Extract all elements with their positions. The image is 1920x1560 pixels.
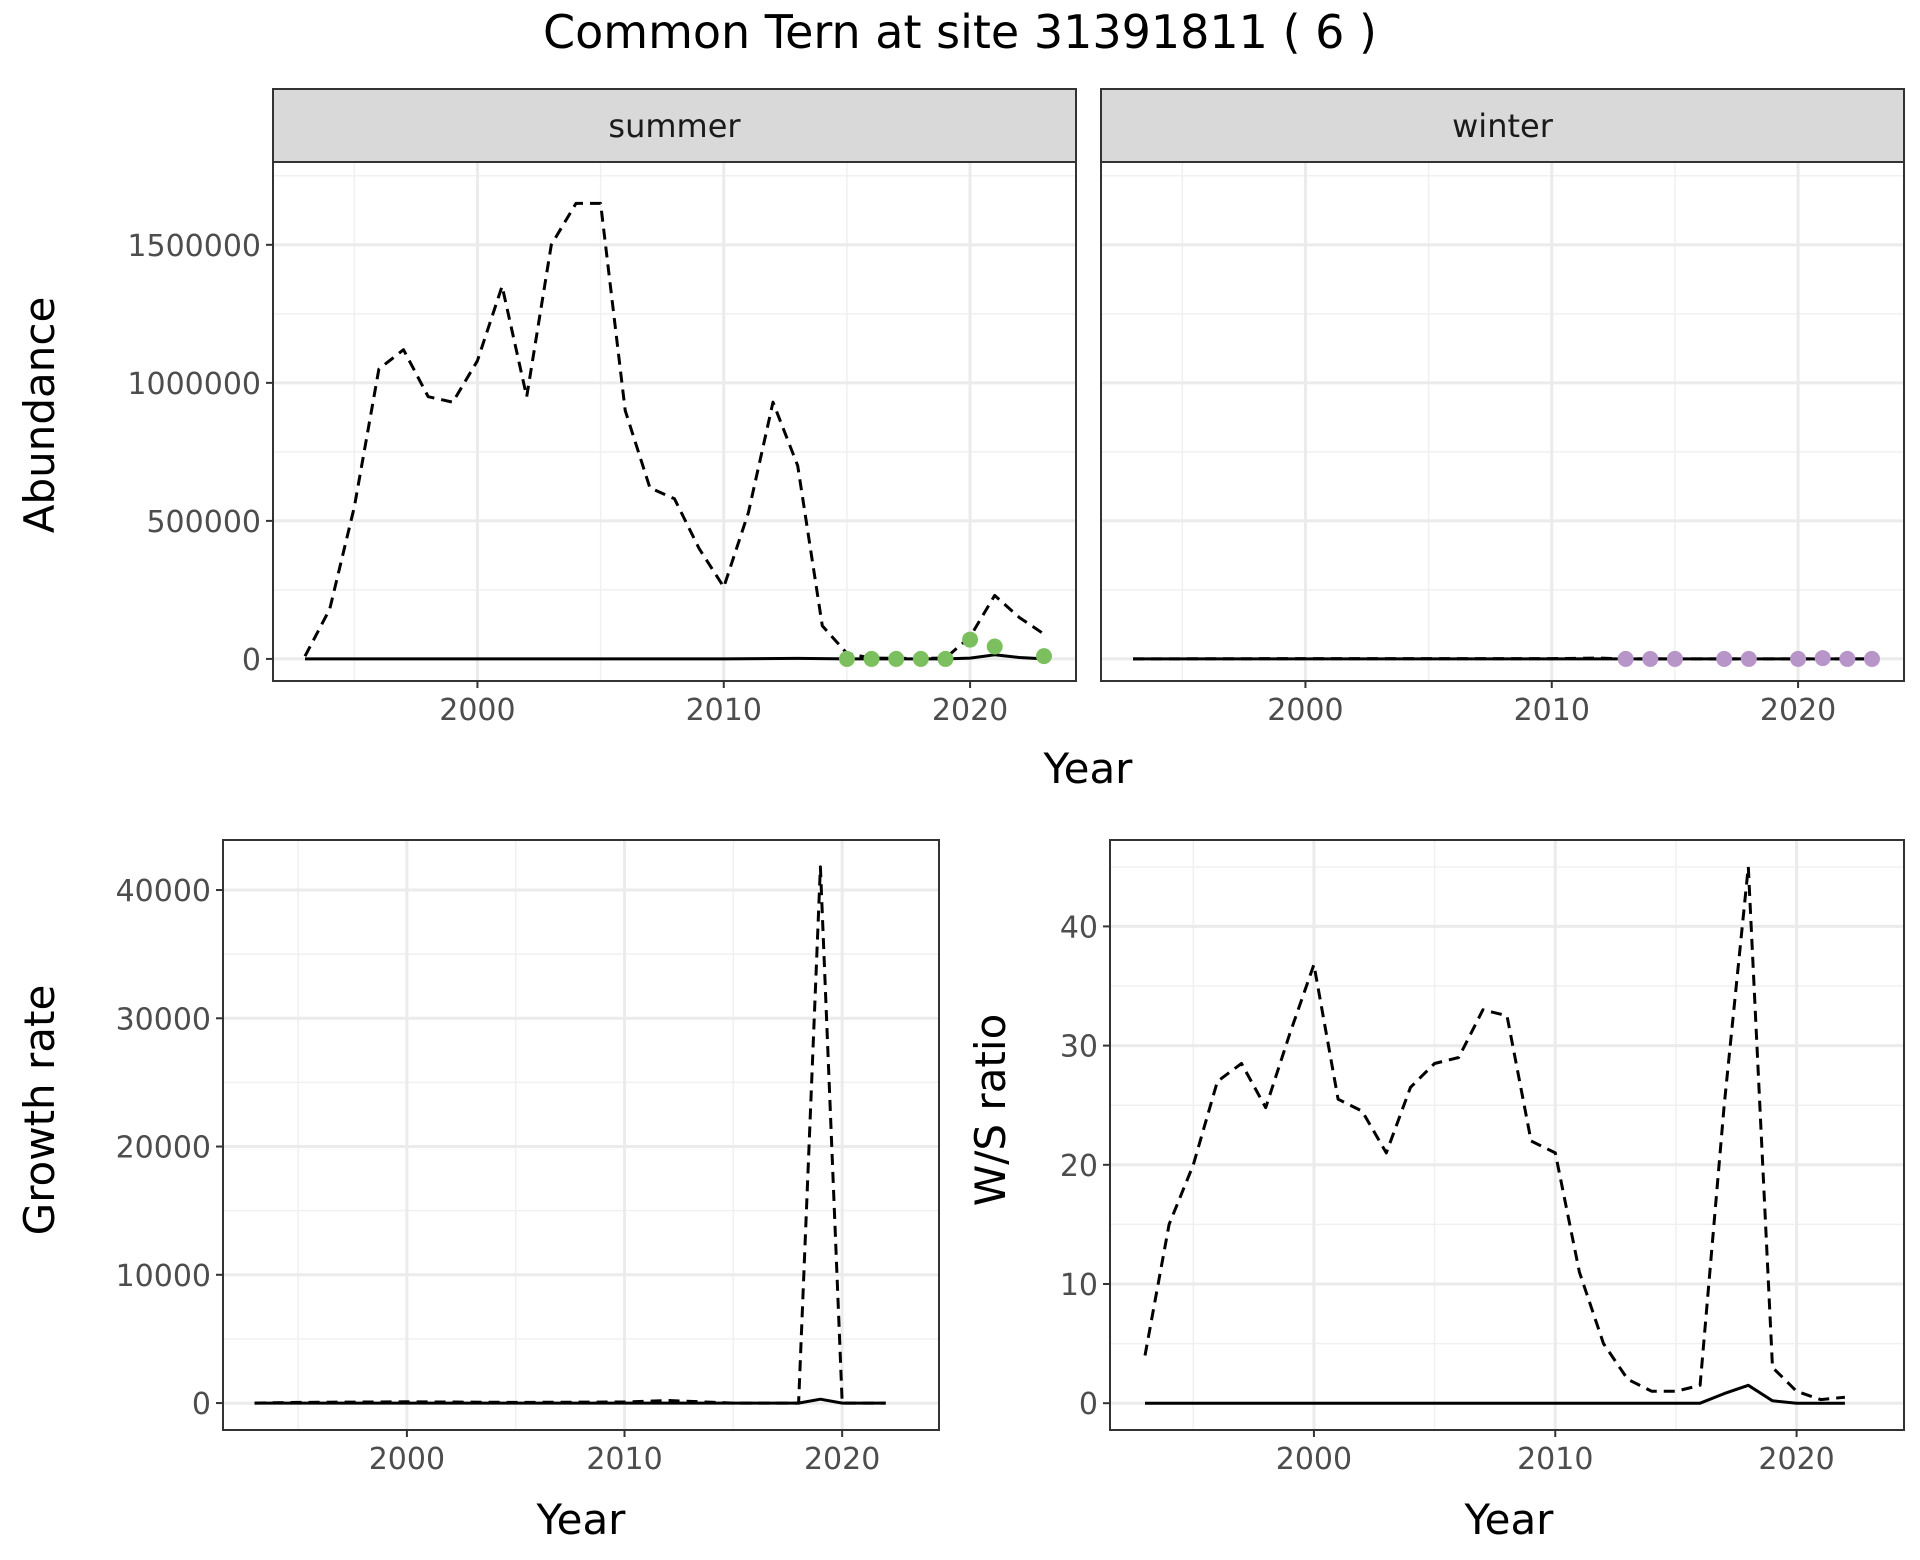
data-point xyxy=(1790,650,1807,667)
data-point xyxy=(1642,650,1659,667)
y-tick-label: 40000 xyxy=(116,874,211,909)
strip-winter xyxy=(1100,88,1905,163)
y-tick-label: 1500000 xyxy=(127,229,261,264)
x-tick-label: 2020 xyxy=(1758,1442,1834,1477)
data-point xyxy=(1863,650,1880,667)
x-tick-label: 2000 xyxy=(1276,1442,1352,1477)
y-tick-label: 0 xyxy=(242,643,261,678)
panel-border xyxy=(1100,161,1905,682)
strip-summer xyxy=(272,88,1077,163)
panel-ws-ratio: 2000 2010 2020 0 10 20 30 40 xyxy=(1060,839,1905,1477)
ws-y-axis-title: W/S ratio xyxy=(966,1014,1015,1207)
plot-area-abundance-summer: 2000 2010 2020 0 500000 1000000 1500000 xyxy=(127,161,1077,728)
data-point xyxy=(838,650,855,667)
strip-label-summer: summer xyxy=(608,107,741,145)
y-tick-label: 0 xyxy=(1079,1387,1098,1422)
x-tick-label: 2010 xyxy=(1517,1442,1593,1477)
panel-background xyxy=(223,840,939,1430)
y-tick-label: 10000 xyxy=(116,1259,211,1294)
x-tick-label: 2020 xyxy=(1760,693,1836,728)
y-tick-label: 500000 xyxy=(146,505,261,540)
figure-title: Common Tern at site 31391811 ( 6 ) xyxy=(543,5,1377,59)
data-point xyxy=(1814,650,1831,667)
y-tick-label: 10 xyxy=(1060,1268,1098,1303)
data-point xyxy=(1839,650,1856,667)
data-point xyxy=(937,650,954,667)
abundance-x-axis-title: Year xyxy=(1043,744,1134,793)
x-tick-label: 2010 xyxy=(1514,693,1590,728)
y-tick-label: 20 xyxy=(1060,1149,1098,1184)
data-point xyxy=(1716,650,1733,667)
dashed-series-line xyxy=(1143,865,1846,1402)
solid-series-line xyxy=(1145,1383,1845,1405)
x-tick-label: 2010 xyxy=(586,1442,662,1477)
panel-border xyxy=(272,161,1077,682)
plot-area-growth-rate: 2000 2010 2020 0 10000 20000 30000 40000 xyxy=(116,839,940,1477)
panel-background xyxy=(1101,162,1904,681)
data-point xyxy=(1666,650,1683,667)
data-point xyxy=(986,638,1003,655)
panel-abundance-summer: summer 2000 2010 2020 0 500000 1000000 1500000 xyxy=(127,88,1077,728)
data-point xyxy=(863,650,880,667)
x-tick-label: 2010 xyxy=(686,693,762,728)
y-tick-label: 30 xyxy=(1060,1030,1098,1065)
data-point xyxy=(962,631,979,648)
growth-y-axis-title: Growth rate xyxy=(15,985,64,1236)
x-tick-label: 2020 xyxy=(932,693,1008,728)
data-point xyxy=(912,650,929,667)
panel-border xyxy=(222,839,940,1431)
y-tick-label: 0 xyxy=(192,1387,211,1422)
y-tick-label: 40 xyxy=(1060,910,1098,945)
panel-background xyxy=(1110,840,1904,1430)
panel-abundance-winter: winter 2000 2010 2020 xyxy=(1100,88,1905,728)
panel-background xyxy=(273,162,1076,681)
plot-area-abundance-winter: 2000 2010 2020 xyxy=(1100,161,1905,728)
x-tick-label: 2020 xyxy=(804,1442,880,1477)
x-tick-label: 2000 xyxy=(1267,693,1343,728)
y-tick-label: 1000000 xyxy=(127,367,261,402)
solid-series-line xyxy=(254,1397,886,1405)
ws-x-axis-title: Year xyxy=(1464,1495,1555,1544)
plot-area-ws-ratio: 2000 2010 2020 0 10 20 30 40 xyxy=(1060,839,1905,1477)
growth-x-axis-title: Year xyxy=(536,1495,627,1544)
panel-border xyxy=(1109,839,1905,1431)
data-point xyxy=(1740,650,1757,667)
data-point xyxy=(1035,648,1052,665)
y-tick-label: 20000 xyxy=(116,1131,211,1166)
panel-growth-rate: 2000 2010 2020 0 10000 20000 30000 40000 xyxy=(116,839,940,1477)
y-tick-label: 30000 xyxy=(116,1002,211,1037)
x-tick-label: 2000 xyxy=(369,1442,445,1477)
abundance-y-axis-title: Abundance xyxy=(15,297,64,534)
x-tick-label: 2000 xyxy=(439,693,515,728)
strip-label-winter: winter xyxy=(1452,107,1554,145)
data-point xyxy=(888,650,905,667)
data-point xyxy=(1617,650,1634,667)
